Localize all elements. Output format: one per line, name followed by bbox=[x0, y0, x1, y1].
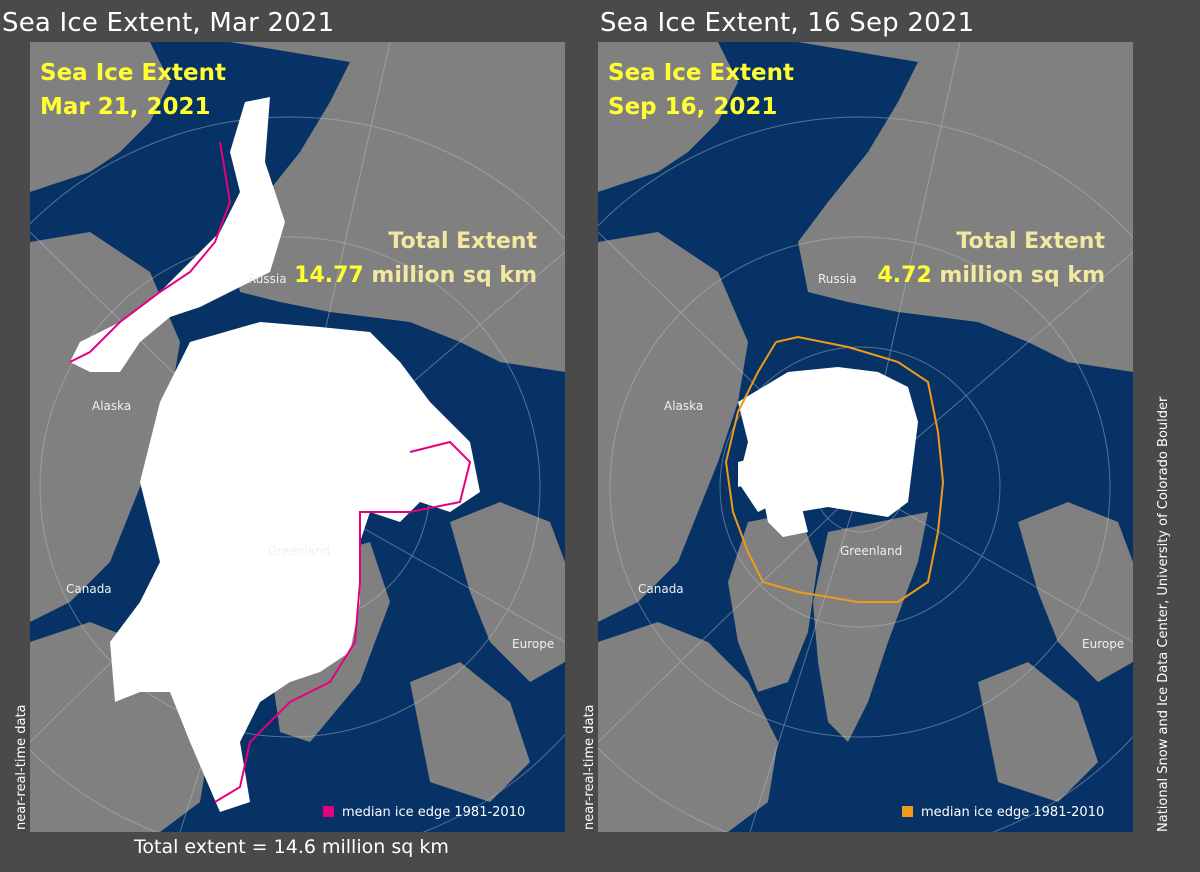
place-label-europe: Europe bbox=[512, 637, 555, 651]
sea-ice bbox=[70, 97, 480, 812]
place-label-russia: Russia bbox=[248, 272, 287, 286]
legend-september: median ice edge 1981-2010 bbox=[902, 805, 1104, 820]
extent-unit: million sq km bbox=[363, 263, 537, 288]
extent-value: 14.77 bbox=[294, 263, 364, 288]
map-march: Sea Ice Extent Mar 21, 2021 Total Extent… bbox=[30, 42, 565, 832]
place-label-canada: Canada bbox=[638, 582, 684, 596]
total-extent-heading: Total Extent bbox=[956, 229, 1105, 254]
legend-text: median ice edge 1981-2010 bbox=[921, 805, 1105, 820]
map-september: Sea Ice Extent Sep 16, 2021 Total Extent… bbox=[598, 42, 1133, 832]
total-extent-footer: Total extent = 14.6 million sq km bbox=[134, 836, 449, 858]
land-masses bbox=[598, 42, 1133, 832]
place-label-europe: Europe bbox=[1082, 637, 1125, 651]
place-label-alaska: Alaska bbox=[664, 399, 704, 413]
place-label-alaska: Alaska bbox=[92, 399, 132, 413]
legend-swatch bbox=[323, 806, 334, 817]
place-label-russia: Russia bbox=[818, 272, 857, 286]
legend-swatch bbox=[902, 806, 913, 817]
side-note-left: near-real-time data bbox=[14, 704, 29, 830]
median-ice-edge-line bbox=[69, 141, 232, 363]
median-ice-edge-line bbox=[724, 335, 945, 603]
map-march-graphic bbox=[30, 42, 565, 832]
side-note-right: near-real-time data bbox=[582, 704, 597, 830]
panel-title-march: Sea Ice Extent, Mar 2021 bbox=[2, 8, 335, 38]
credit-text: National Snow and Ice Data Center, Unive… bbox=[1156, 396, 1171, 832]
panel-title-september: Sea Ice Extent, 16 Sep 2021 bbox=[600, 8, 975, 38]
total-extent-label-september: Total Extent 4.72 million sq km bbox=[877, 225, 1105, 293]
total-extent-label-march: Total Extent 14.77 million sq km bbox=[294, 225, 537, 293]
extent-value: 4.72 bbox=[877, 263, 932, 288]
sea-ice bbox=[738, 367, 918, 537]
place-label-greenland: Greenland bbox=[268, 544, 331, 558]
date-label-september: Sea Ice Extent Sep 16, 2021 bbox=[608, 56, 794, 124]
legend-march: median ice edge 1981-2010 bbox=[323, 805, 525, 820]
total-extent-amount: 14.77 million sq km bbox=[294, 259, 537, 293]
place-label-greenland: Greenland bbox=[840, 544, 903, 558]
date-label-line2: Mar 21, 2021 bbox=[40, 94, 211, 120]
map-september-graphic bbox=[598, 42, 1133, 832]
date-label-line1: Sea Ice Extent bbox=[40, 60, 226, 86]
date-label-march: Sea Ice Extent Mar 21, 2021 bbox=[40, 56, 226, 124]
total-extent-amount: 4.72 million sq km bbox=[877, 259, 1105, 293]
place-label-canada: Canada bbox=[66, 582, 112, 596]
date-label-line2: Sep 16, 2021 bbox=[608, 94, 778, 120]
land-masses bbox=[30, 42, 565, 832]
total-extent-heading: Total Extent bbox=[388, 229, 537, 254]
date-label-line1: Sea Ice Extent bbox=[608, 60, 794, 86]
median-ice-edge-line bbox=[214, 440, 472, 803]
extent-unit: million sq km bbox=[931, 263, 1105, 288]
legend-text: median ice edge 1981-2010 bbox=[342, 805, 526, 820]
